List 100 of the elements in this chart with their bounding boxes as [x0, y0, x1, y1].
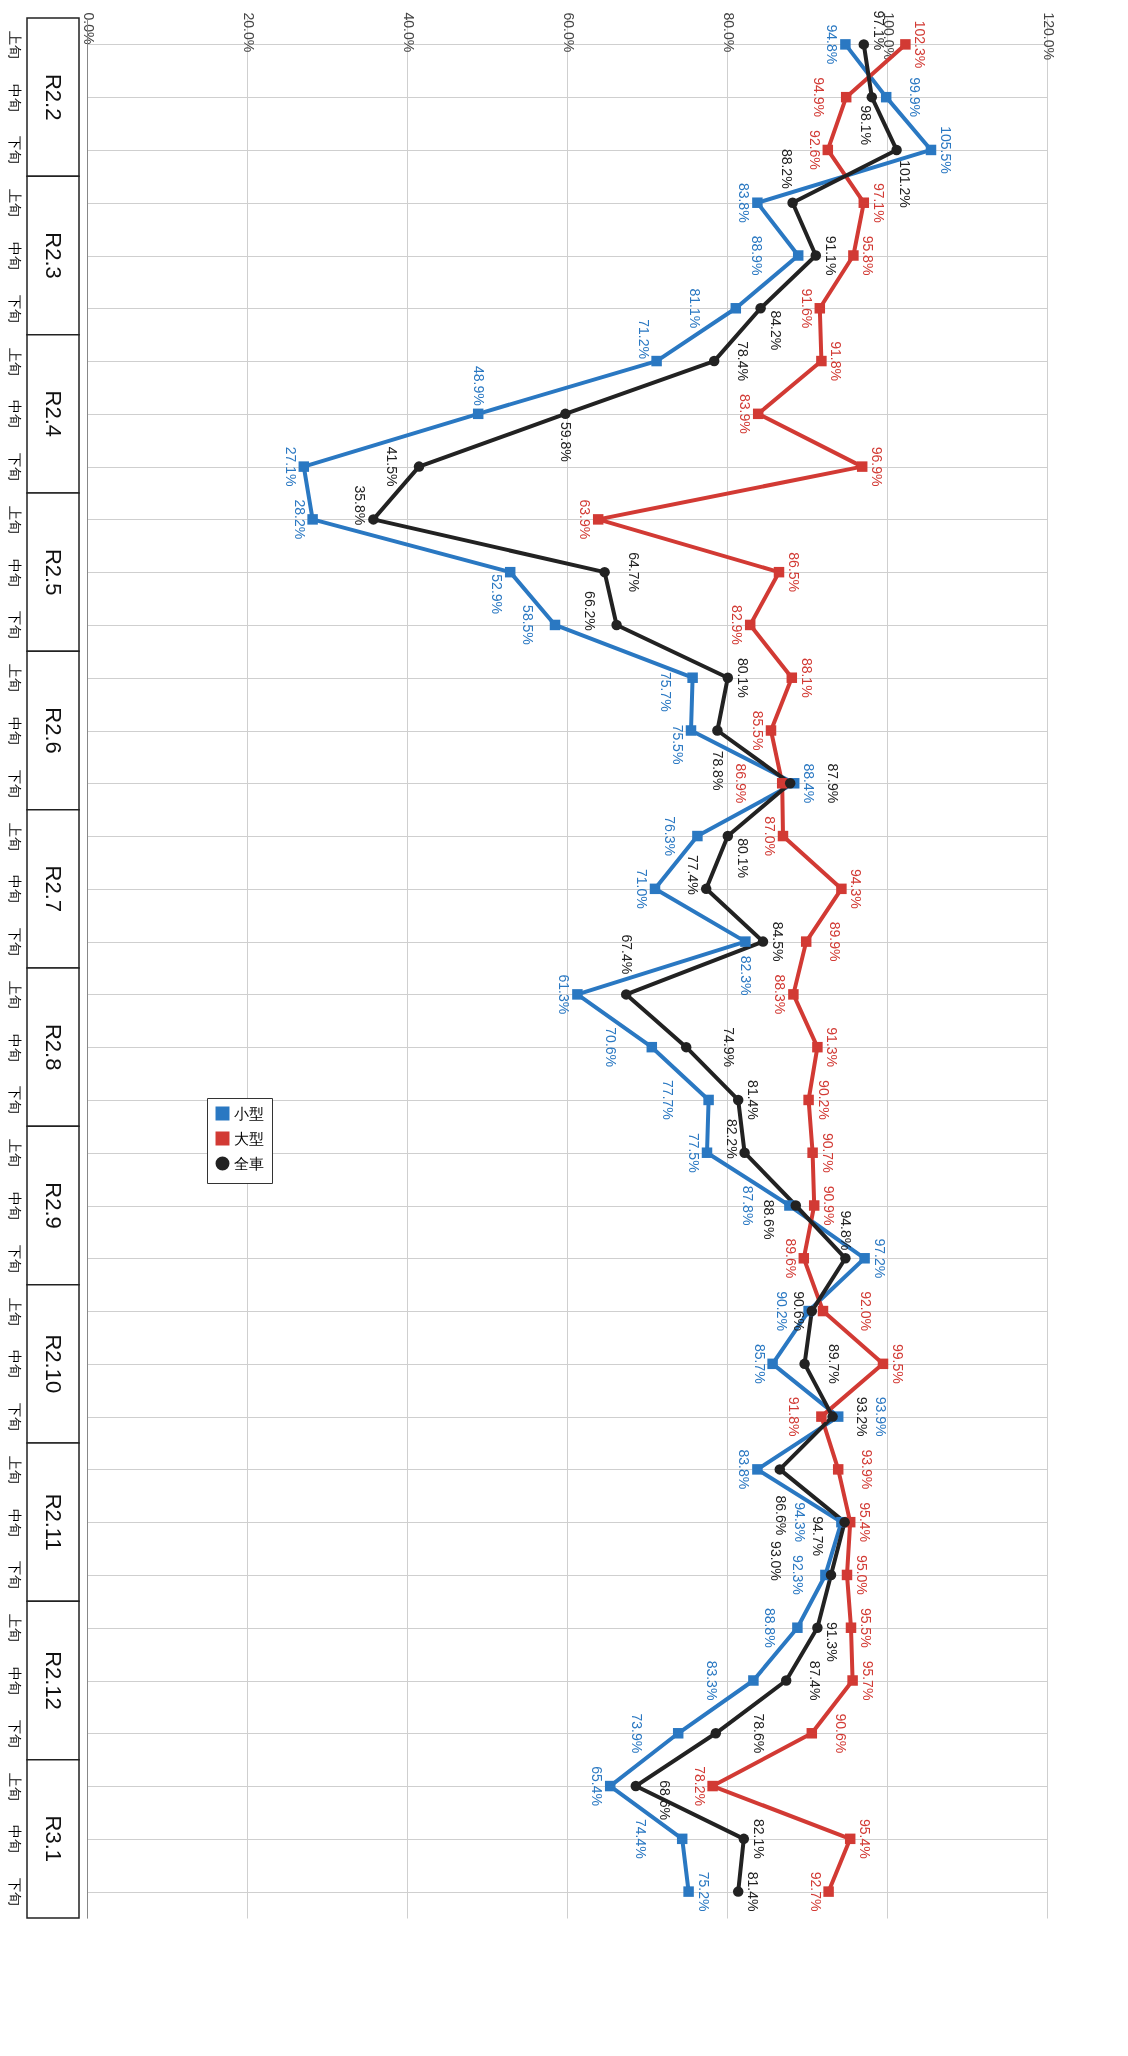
data-label: 98.1% [857, 105, 874, 146]
y-tick-label: 上旬 [6, 1297, 23, 1326]
point [722, 672, 734, 683]
data-label: 90.6% [790, 1291, 807, 1331]
data-label: 77.5% [686, 1132, 702, 1173]
data-label: 88.3% [772, 974, 789, 1015]
data-label: 95.7% [859, 1660, 876, 1701]
point [685, 725, 697, 736]
data-label: 92.7% [807, 1871, 824, 1912]
data-label: 81.4% [745, 1871, 762, 1912]
y-tick-label: 下旬 [6, 136, 23, 165]
point [847, 1675, 858, 1686]
point [803, 1094, 814, 1106]
y-tick-label: 下旬 [6, 1244, 23, 1273]
text: R2.10 [41, 1334, 66, 1394]
data-label: 28.2% [291, 499, 308, 540]
data-label: 97.2% [871, 1238, 888, 1279]
point [757, 936, 769, 947]
data-label: 82.1% [750, 1818, 767, 1859]
point [790, 1200, 802, 1211]
point [712, 725, 723, 736]
point [925, 144, 937, 156]
y-tick-label: 下旬 [6, 1878, 23, 1907]
data-label: 81.1% [686, 288, 703, 329]
data-label: 93.9% [873, 1396, 890, 1437]
point [560, 408, 571, 420]
y-tick-label: 中旬 [6, 1350, 23, 1379]
y-tick-label: 中旬 [6, 1508, 23, 1537]
point [703, 1094, 714, 1106]
point [880, 91, 892, 103]
text: R2.9 [41, 1182, 66, 1229]
point [744, 619, 756, 631]
data-label: 86.9% [733, 763, 750, 804]
data-label: 52.9% [489, 574, 506, 615]
data-label: 91.8% [786, 1396, 803, 1437]
point [792, 1622, 803, 1633]
y-tick-label: 下旬 [6, 928, 23, 957]
y-tick-label: 下旬 [6, 1403, 23, 1432]
point [604, 1780, 616, 1792]
data-label: 77.7% [659, 1080, 676, 1120]
point [840, 1253, 851, 1264]
data-label: 84.2% [767, 310, 784, 351]
point [767, 1358, 778, 1370]
point [814, 303, 826, 314]
data-label: 88.9% [749, 235, 766, 276]
data-label: 91.6% [798, 288, 815, 329]
data-label: 94.3% [848, 868, 865, 909]
text: R2.6 [41, 707, 66, 754]
text: R2.11 [41, 1493, 66, 1551]
point [844, 1833, 856, 1845]
point [808, 1200, 820, 1211]
data-label: 88.4% [801, 763, 818, 804]
point [807, 1147, 818, 1158]
data-label: 90.7% [819, 1132, 836, 1173]
data-label: 92.0% [858, 1291, 874, 1331]
data-label: 105.5% [938, 126, 954, 174]
point [592, 514, 604, 525]
data-label: 87.4% [807, 1660, 824, 1701]
point [816, 1411, 827, 1422]
point [700, 883, 712, 895]
point [676, 1833, 688, 1845]
y-tick-label: 上旬 [6, 347, 23, 376]
y-tick-label: 下旬 [6, 294, 23, 323]
text: R2.2 [41, 73, 66, 121]
data-label: 86.6% [772, 1495, 789, 1536]
point [651, 355, 662, 367]
point [780, 1675, 792, 1686]
point [806, 1728, 818, 1739]
data-label: 90.6% [832, 1713, 849, 1754]
point [692, 830, 703, 842]
y-tick-label: 上旬 [6, 30, 23, 59]
point [732, 1886, 744, 1897]
point [859, 1253, 870, 1264]
point [504, 566, 516, 578]
point [827, 1411, 838, 1422]
text: R2.4 [41, 390, 66, 438]
point [800, 936, 812, 947]
point [858, 197, 870, 208]
y-tick-label: 中旬 [6, 1825, 23, 1854]
data-label: 102.3% [912, 20, 929, 69]
data-label: 78.2% [691, 1766, 708, 1806]
point [368, 514, 379, 525]
data-label: 93.9% [859, 1449, 876, 1490]
point [752, 197, 763, 208]
data-label: 95.5% [858, 1607, 874, 1648]
point [845, 1622, 857, 1633]
data-label: 91.3% [824, 1027, 841, 1068]
point [806, 1305, 818, 1317]
point [900, 39, 911, 50]
point [611, 619, 622, 631]
data-label: 96.9% [869, 446, 886, 487]
point [822, 144, 834, 156]
data-label: 83.9% [737, 393, 754, 434]
data-label: 94.9% [811, 77, 828, 118]
data-label: 88.1% [798, 657, 815, 698]
y-tick-label: 下旬 [6, 1561, 23, 1590]
data-label: 91.1% [822, 235, 839, 276]
y-tick-label: 中旬 [6, 1667, 23, 1695]
text: R2.3 [41, 232, 66, 279]
data-label: 75.5% [670, 724, 686, 765]
